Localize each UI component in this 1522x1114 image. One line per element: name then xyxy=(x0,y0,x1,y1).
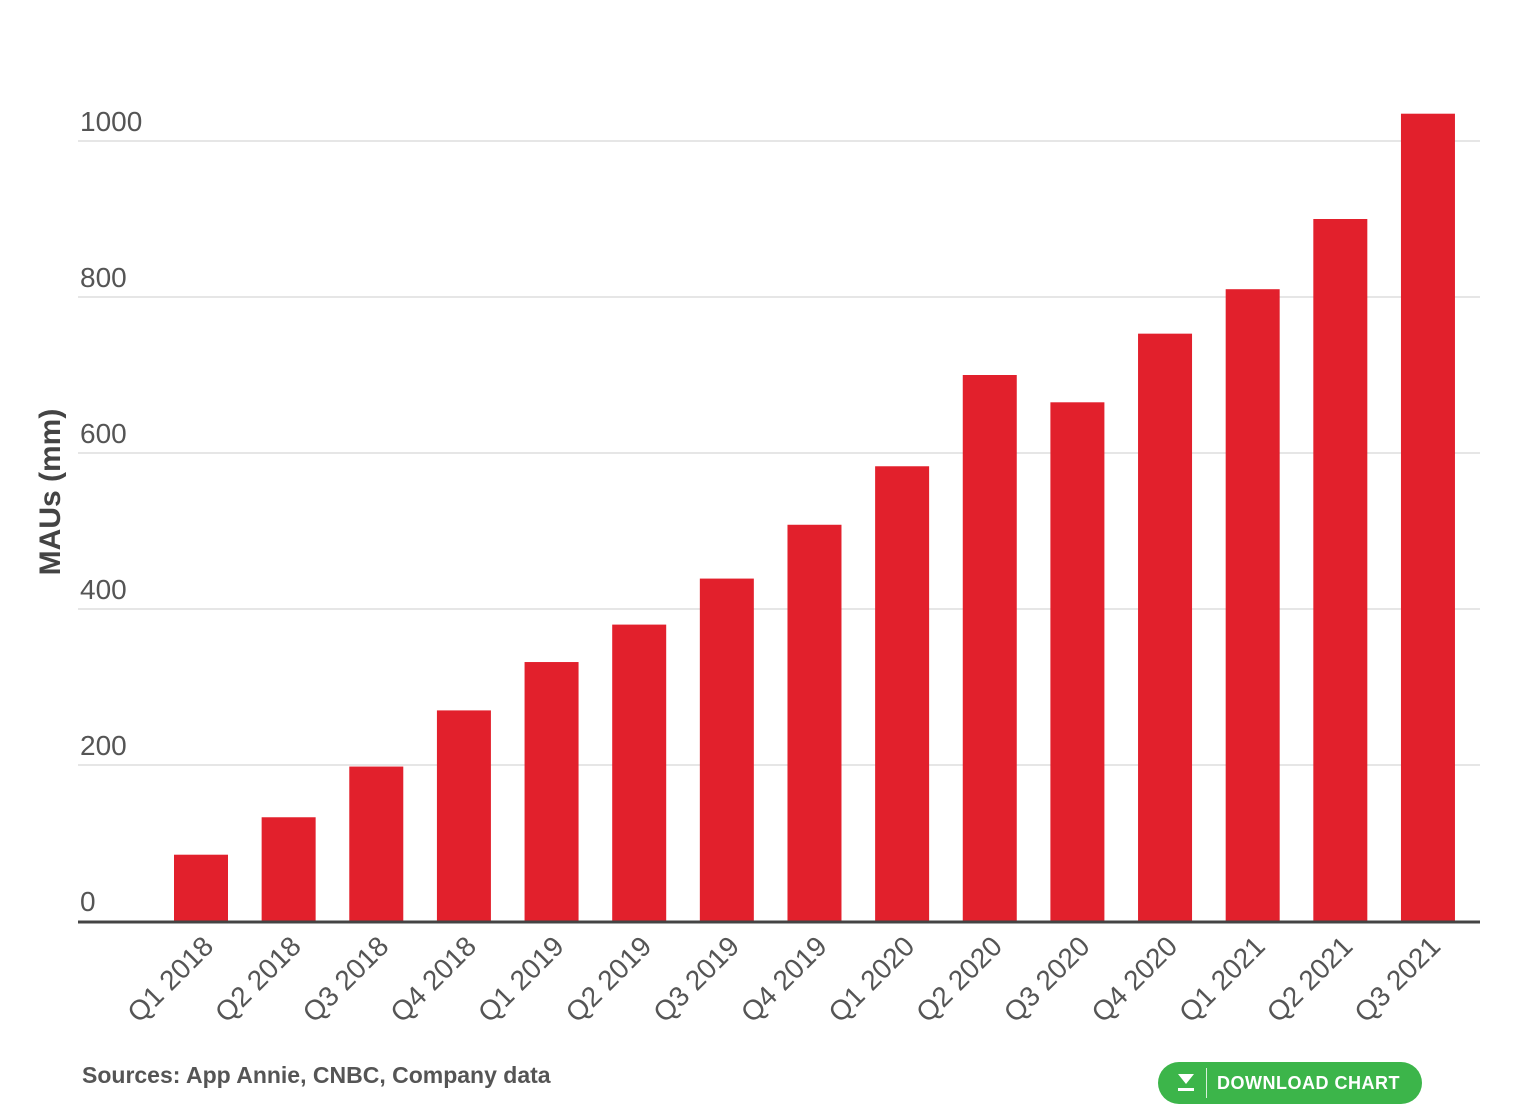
bar-q3-2019 xyxy=(699,578,754,921)
bar-q2-2021 xyxy=(1313,219,1368,921)
download-chart-button[interactable]: DOWNLOAD CHART xyxy=(1158,1062,1422,1104)
x-tick-label: Q2 2021 xyxy=(1261,930,1359,1028)
x-tick-label: Q4 2019 xyxy=(735,930,833,1028)
bar-q3-2021 xyxy=(1400,113,1455,921)
x-tick-label: Q4 2018 xyxy=(384,930,482,1028)
bar-q1-2018 xyxy=(174,854,228,921)
bar-q1-2020 xyxy=(875,466,930,921)
x-tick-label: Q1 2018 xyxy=(121,930,219,1028)
button-divider xyxy=(1206,1068,1207,1098)
y-tick-label: 200 xyxy=(80,730,127,761)
y-tick-label: 0 xyxy=(80,886,96,917)
y-tick-label: 600 xyxy=(80,418,127,449)
bar-q3-2020 xyxy=(1050,402,1105,921)
x-tick-label: Q2 2019 xyxy=(560,930,658,1028)
bar-q2-2018 xyxy=(261,817,316,921)
x-tick-label: Q3 2019 xyxy=(647,930,745,1028)
bar-q1-2019 xyxy=(524,662,579,921)
bars xyxy=(174,113,1455,921)
x-tick-label: Q3 2020 xyxy=(998,930,1096,1028)
y-tick-label: 400 xyxy=(80,574,127,605)
source-note: Sources: App Annie, CNBC, Company data xyxy=(82,1062,551,1088)
x-tick-label: Q1 2021 xyxy=(1173,930,1271,1028)
bar-q3-2018 xyxy=(349,766,404,921)
bar-q4-2019 xyxy=(787,524,842,921)
y-axis-title: MAUs (mm) xyxy=(34,409,67,576)
bar-q2-2020 xyxy=(962,375,1017,921)
bar-q2-2019 xyxy=(612,624,667,921)
x-tick-label: Q2 2020 xyxy=(910,930,1008,1028)
y-tick-label: 800 xyxy=(80,262,127,293)
x-tick-label: Q1 2019 xyxy=(472,930,570,1028)
x-tick-label: Q1 2020 xyxy=(822,930,920,1028)
x-tick-label: Q2 2018 xyxy=(209,930,307,1028)
bar-q4-2018 xyxy=(436,710,491,921)
bar-q4-2020 xyxy=(1138,333,1193,921)
x-tick-label: Q3 2021 xyxy=(1348,930,1446,1028)
x-tick-label: Q4 2020 xyxy=(1085,930,1183,1028)
download-icon xyxy=(1178,1074,1194,1091)
download-chart-label: DOWNLOAD CHART xyxy=(1217,1072,1400,1093)
y-axis-tick-labels: 0 200 400 600 800 1000 xyxy=(80,106,142,917)
bar-q1-2021 xyxy=(1225,289,1280,921)
x-tick-label: Q3 2018 xyxy=(297,930,395,1028)
y-tick-label: 1000 xyxy=(80,106,142,137)
